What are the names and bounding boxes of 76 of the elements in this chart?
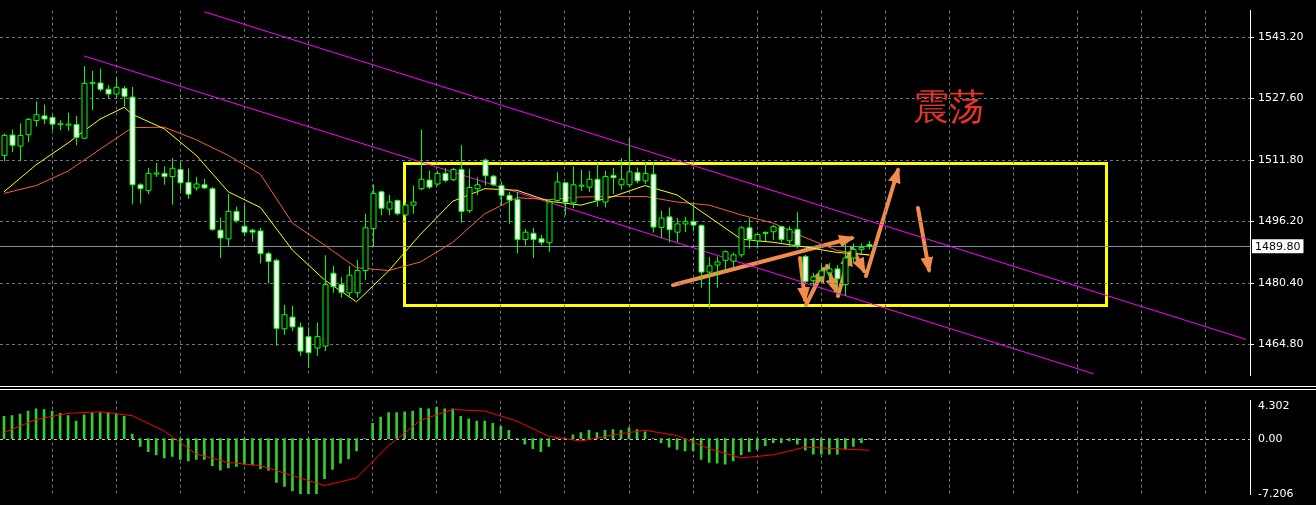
bar bbox=[227, 438, 230, 469]
bar bbox=[371, 423, 374, 440]
bar bbox=[331, 438, 334, 470]
bar bbox=[235, 438, 238, 467]
bar bbox=[803, 438, 807, 451]
y-tick-label: -7.206 bbox=[1258, 486, 1294, 500]
bar bbox=[323, 438, 326, 479]
bar bbox=[795, 438, 799, 445]
y-tick-label: 1496.20 bbox=[1258, 214, 1304, 228]
bar bbox=[507, 429, 511, 440]
bar bbox=[427, 408, 431, 440]
bar bbox=[170, 438, 174, 457]
bar bbox=[379, 416, 382, 440]
bar bbox=[162, 438, 166, 459]
bar bbox=[491, 423, 495, 440]
bar bbox=[186, 438, 190, 462]
bar bbox=[138, 438, 142, 447]
bar bbox=[355, 438, 358, 452]
bar bbox=[387, 412, 390, 440]
bar bbox=[763, 438, 767, 446]
bar bbox=[203, 438, 206, 460]
bar bbox=[739, 438, 743, 456]
bar bbox=[467, 418, 471, 440]
bar bbox=[731, 438, 735, 462]
bar bbox=[219, 438, 222, 471]
bar bbox=[836, 438, 839, 455]
y-tick-label: 1543.20 bbox=[1258, 30, 1304, 44]
bar bbox=[146, 438, 150, 453]
bar bbox=[395, 412, 398, 440]
bar bbox=[443, 408, 447, 440]
bar bbox=[122, 416, 126, 440]
bar bbox=[315, 438, 318, 495]
y-tick-label: 1527.60 bbox=[1258, 91, 1304, 105]
y-tick-label: 4.302 bbox=[1258, 398, 1290, 412]
bar bbox=[860, 438, 863, 443]
bar bbox=[771, 438, 775, 443]
bar bbox=[243, 438, 246, 465]
bar bbox=[811, 438, 815, 455]
bar bbox=[435, 406, 439, 440]
bar bbox=[283, 438, 286, 487]
bar bbox=[251, 438, 254, 466]
bar bbox=[194, 438, 198, 460]
bar bbox=[747, 438, 751, 453]
bar bbox=[154, 438, 158, 456]
bar bbox=[178, 438, 182, 460]
bar bbox=[779, 438, 783, 443]
bar bbox=[347, 438, 350, 460]
ref-line-label: 1489.80 bbox=[1255, 239, 1301, 253]
bar bbox=[259, 438, 262, 469]
bar bbox=[411, 410, 414, 440]
bar bbox=[475, 420, 479, 440]
bar bbox=[106, 412, 110, 440]
bar bbox=[211, 438, 214, 466]
bar bbox=[130, 433, 134, 440]
bar bbox=[403, 411, 406, 440]
y-tick-label: 1511.80 bbox=[1258, 152, 1304, 166]
bar bbox=[483, 420, 487, 440]
bar bbox=[291, 438, 294, 492]
bar bbox=[499, 426, 503, 440]
bar bbox=[307, 438, 310, 495]
bar bbox=[339, 438, 342, 464]
bar bbox=[275, 438, 278, 483]
bar bbox=[852, 438, 855, 447]
annotation: 震荡 bbox=[913, 86, 985, 128]
bar bbox=[419, 407, 422, 440]
bar bbox=[828, 438, 831, 455]
bar bbox=[114, 413, 118, 440]
y-tick-label: 0.00 bbox=[1258, 431, 1283, 445]
bar bbox=[755, 438, 759, 450]
bar bbox=[299, 438, 302, 495]
bar bbox=[451, 408, 455, 440]
bar bbox=[787, 438, 791, 442]
y-tick-label: 1464.80 bbox=[1258, 336, 1304, 350]
bar bbox=[459, 416, 463, 440]
y-tick-label: 1480.40 bbox=[1258, 275, 1304, 289]
bar bbox=[267, 438, 270, 471]
